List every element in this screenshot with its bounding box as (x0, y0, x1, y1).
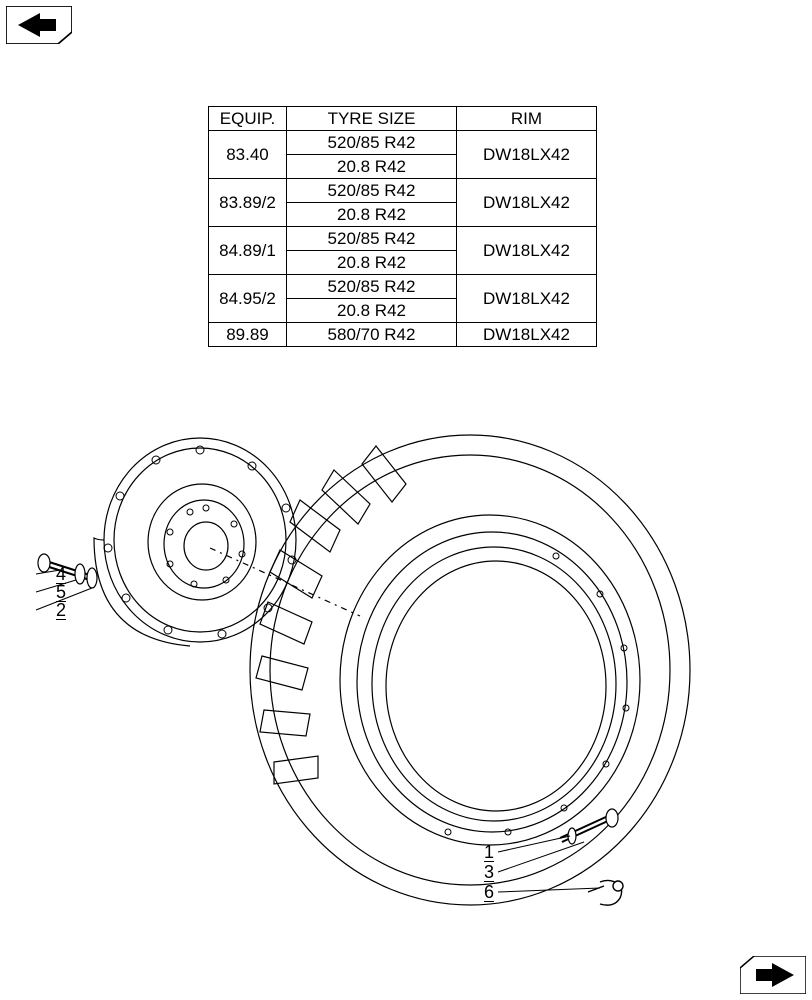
tire-outline (250, 435, 690, 905)
callout-6: 6 (484, 882, 494, 903)
table-row: 89.89 580/70 R42 DW18LX42 (209, 323, 597, 347)
callout-2: 2 (56, 600, 66, 621)
nav-prev-icon[interactable] (6, 6, 72, 44)
equip-cell: 84.89/1 (209, 227, 287, 275)
tyre-cell: 520/85 R42 (287, 275, 457, 299)
explode-axis (210, 548, 360, 616)
table-row: 84.95/2 520/85 R42 DW18LX42 (209, 275, 597, 299)
equip-cell: 89.89 (209, 323, 287, 347)
callout-3: 3 (484, 862, 494, 883)
tyre-cell: 20.8 R42 (287, 251, 457, 275)
table-header-row: EQUIP. TYRE SIZE RIM (209, 107, 597, 131)
table-row: 83.89/2 520/85 R42 DW18LX42 (209, 179, 597, 203)
col-header-equip: EQUIP. (209, 107, 287, 131)
rim-cell: DW18LX42 (457, 323, 597, 347)
valve-stem (588, 880, 623, 905)
equip-cell: 83.40 (209, 131, 287, 179)
equip-cell: 83.89/2 (209, 179, 287, 227)
tyre-cell: 20.8 R42 (287, 299, 457, 323)
wheel-assembly-diagram (0, 380, 812, 940)
rim-bolt (560, 809, 618, 844)
tyre-cell: 580/70 R42 (287, 323, 457, 347)
table-row: 83.40 520/85 R42 DW18LX42 (209, 131, 597, 155)
col-header-rim: RIM (457, 107, 597, 131)
equip-cell: 84.95/2 (209, 275, 287, 323)
rim-cell: DW18LX42 (457, 227, 597, 275)
nav-next-icon[interactable] (740, 956, 806, 994)
equip-tyre-rim-table: EQUIP. TYRE SIZE RIM 83.40 520/85 R42 DW… (208, 106, 597, 347)
tyre-cell: 520/85 R42 (287, 227, 457, 251)
rim-cell: DW18LX42 (457, 131, 597, 179)
rim-cell: DW18LX42 (457, 179, 597, 227)
tyre-cell: 520/85 R42 (287, 179, 457, 203)
rim-cell: DW18LX42 (457, 275, 597, 323)
col-header-tyre: TYRE SIZE (287, 107, 457, 131)
wheel-hub-disc (94, 438, 296, 646)
callout-1: 1 (484, 842, 494, 863)
tyre-cell: 520/85 R42 (287, 131, 457, 155)
tyre-cell: 20.8 R42 (287, 155, 457, 179)
table-row: 84.89/1 520/85 R42 DW18LX42 (209, 227, 597, 251)
tyre-cell: 20.8 R42 (287, 203, 457, 227)
